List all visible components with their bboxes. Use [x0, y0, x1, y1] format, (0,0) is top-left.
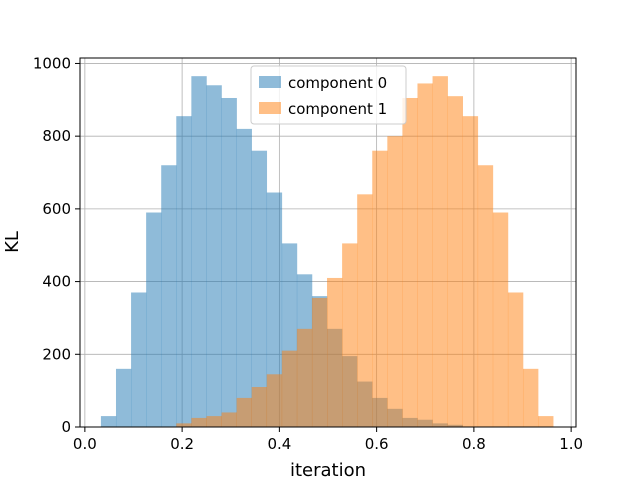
- bar-component-0-3: [146, 212, 162, 427]
- bar-component-1-16: [417, 83, 433, 427]
- bar-component-1-8: [296, 328, 313, 427]
- bar-component-1-19: [462, 116, 479, 428]
- y-tick-label: 800: [42, 127, 71, 145]
- bar-component-0-11: [266, 192, 283, 427]
- bar-component-1-14: [387, 136, 403, 427]
- bar-component-1-1: [191, 417, 207, 427]
- bar-component-1-6: [266, 374, 283, 427]
- legend: component 0 component 1: [250, 65, 407, 125]
- bar-component-1-23: [522, 368, 539, 427]
- y-tick-label: 0: [61, 418, 71, 436]
- bar-component-0-4: [161, 165, 177, 427]
- bar-component-0-5: [176, 116, 192, 428]
- bar-component-0-7: [206, 85, 222, 428]
- bar-component-0-10: [251, 150, 268, 427]
- y-tick-label: 1000: [33, 54, 71, 72]
- x-tick-label: 1.0: [559, 435, 583, 453]
- x-tick-label: 0.4: [267, 435, 291, 453]
- bar-component-0-2: [131, 292, 147, 427]
- bar-component-1-10: [327, 277, 343, 427]
- x-axis: 0.0 0.2 0.4 0.6 0.8 1.0: [73, 427, 583, 453]
- x-axis-label: iteration: [290, 460, 366, 480]
- bar-component-1-3: [221, 412, 237, 427]
- bar-component-1-9: [311, 297, 328, 427]
- bar-component-1-5: [251, 387, 268, 427]
- y-tick-label: 600: [42, 200, 71, 218]
- legend-swatch: [259, 76, 281, 88]
- bar-component-1-15: [402, 97, 418, 428]
- x-tick-label: 0.2: [170, 435, 194, 453]
- bar-component-1-20: [477, 165, 494, 427]
- bar-component-1-4: [236, 397, 252, 427]
- bar-component-0-1: [115, 368, 132, 427]
- legend-box: [250, 65, 407, 125]
- y-axis: 0 200 400 600 800 1000: [33, 54, 80, 436]
- bar-component-0-6: [191, 76, 207, 427]
- bar-component-0-8: [221, 97, 237, 428]
- bar-component-1-7: [281, 350, 298, 427]
- bar-component-0-9: [236, 128, 252, 427]
- legend-label: component 0: [288, 74, 387, 92]
- bar-component-1-17: [432, 76, 448, 427]
- plot-frame: [79, 57, 577, 428]
- bar-component-1-13: [372, 150, 388, 427]
- bar-component-1-11: [342, 243, 358, 427]
- bar-component-1-12: [357, 194, 373, 427]
- legend-label: component 1: [288, 100, 387, 118]
- bar-component-1-18: [447, 96, 463, 427]
- y-tick-label: 400: [42, 273, 71, 291]
- y-tick-label: 200: [42, 345, 71, 363]
- bar-component-1-2: [206, 416, 222, 427]
- x-tick-label: 0.8: [462, 435, 486, 453]
- bar-component-1-24: [538, 416, 554, 427]
- bars: [100, 76, 554, 428]
- bar-component-1-22: [507, 292, 524, 427]
- x-tick-label: 0.6: [365, 435, 389, 453]
- bar-component-0-0: [100, 416, 117, 427]
- bar-component-1-21: [492, 212, 509, 427]
- legend-swatch: [259, 102, 281, 114]
- x-tick-label: 0.0: [73, 435, 97, 453]
- bar-component-1-0: [176, 423, 192, 427]
- y-axis-label: KL: [2, 231, 23, 253]
